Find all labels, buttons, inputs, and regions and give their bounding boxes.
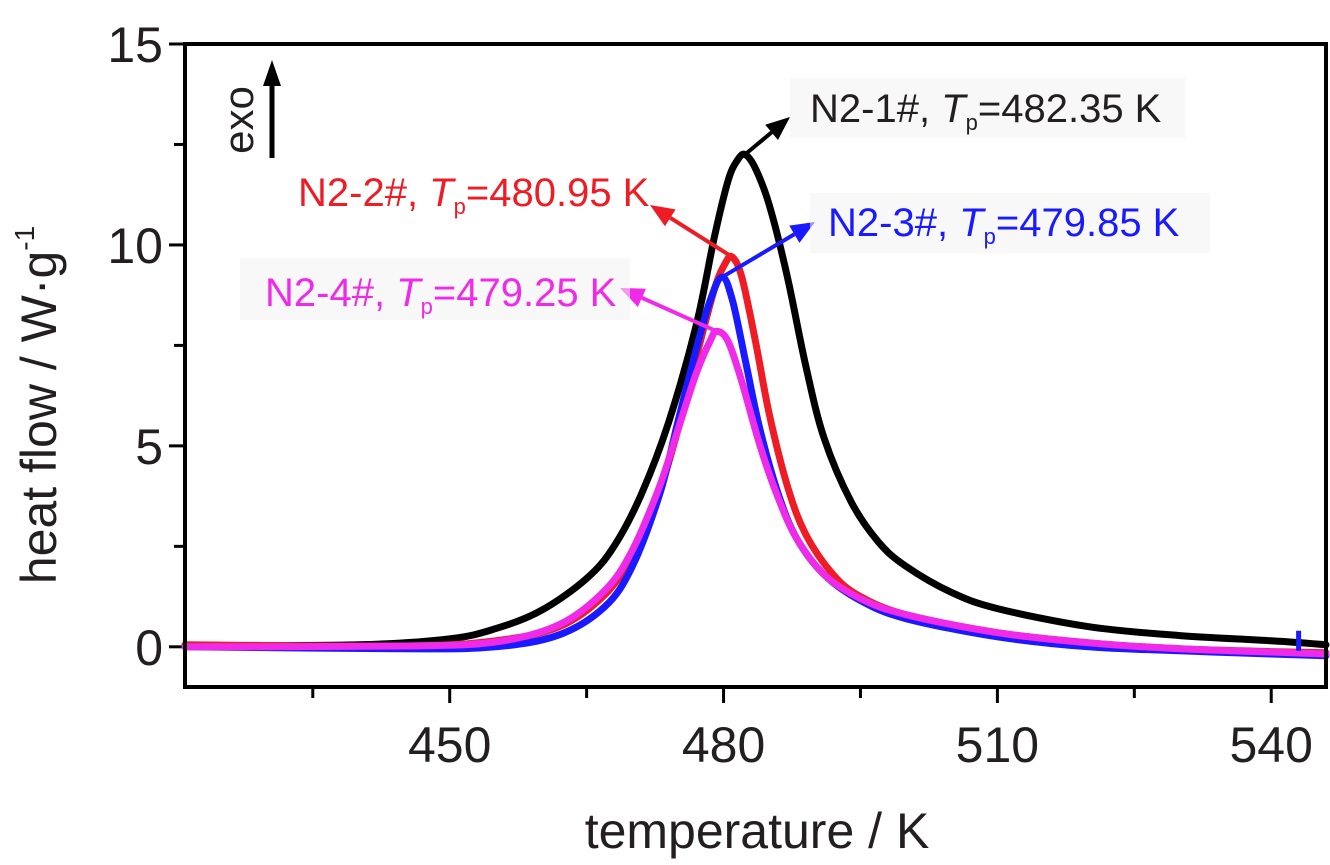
annotation-label: N2-2#, Tp=480.95 K (298, 171, 650, 219)
y-tick-label: 5 (135, 419, 163, 475)
x-tick-label: 450 (408, 717, 491, 773)
annotation-label-background (790, 78, 1185, 138)
annotation-arrow-line (721, 232, 796, 279)
annotation-arrowhead-icon (650, 205, 676, 227)
annotation-subscript: p (421, 294, 433, 319)
x-axis-label: temperature / K (585, 803, 930, 859)
annotation-arrow-line (743, 130, 773, 157)
annotation-label: N2-1#, Tp=482.35 K (810, 87, 1162, 135)
y-tick-label: 0 (135, 620, 163, 676)
series-layer (181, 150, 1330, 660)
annotation-subscript: p (984, 224, 996, 249)
annotation-suffix: =482.35 K (978, 87, 1162, 131)
y-axis-label-exponent: -1 (9, 226, 40, 251)
annotation-subscript: p (454, 194, 466, 219)
annotation-arrows (620, 117, 815, 334)
annotation-suffix: =480.95 K (466, 171, 650, 215)
annotation-label-background (810, 193, 1210, 253)
x-tick-label: 510 (956, 717, 1039, 773)
annotation-subscript: p (966, 110, 978, 135)
annotation-prefix: N2-1#, (810, 87, 941, 131)
exo-arrowhead-icon (263, 60, 281, 86)
x-tick-label: 540 (1230, 717, 1313, 773)
x-tick-label: 480 (682, 717, 765, 773)
annotation-symbol: T (959, 201, 986, 245)
series-line-n2-4 (181, 327, 1330, 658)
annotation-arrowhead-icon (765, 117, 790, 141)
annotation-arrowhead-icon (789, 222, 815, 243)
y-axis-label: heat flow / W·g-1 (9, 226, 67, 584)
series-line-n2-3 (181, 273, 1330, 660)
exo-indicator: exo (215, 60, 281, 158)
annotation-label-background (240, 258, 630, 320)
annotation-prefix: N2-3#, (828, 201, 959, 245)
annotation-arrow-line (669, 216, 734, 259)
annotation-label: N2-4#, Tp=479.25 K (265, 271, 617, 319)
y-axis-label-text: heat flow / W·g (11, 251, 67, 584)
label-layer: N2-1#, Tp=482.35 KN2-2#, Tp=480.95 KN2-3… (240, 78, 1210, 320)
annotation-prefix: N2-4#, (265, 271, 396, 315)
annotation-suffix: =479.25 K (433, 271, 617, 315)
y-tick-label: 15 (107, 17, 163, 73)
annotation-prefix: N2-2#, (298, 171, 429, 215)
annotation-label: N2-3#, Tp=479.85 K (828, 201, 1180, 249)
series-line-n2-1 (181, 150, 1330, 650)
annotation-symbol: T (429, 171, 456, 215)
y-tick-label: 10 (107, 218, 163, 274)
annotation-suffix: =479.85 K (996, 201, 1180, 245)
annotation-symbol: T (396, 271, 423, 315)
exo-label: exo (215, 86, 262, 154)
annotation-symbol: T (941, 87, 968, 131)
plot-frame (183, 42, 1328, 689)
annotation-arrow-line (641, 295, 718, 334)
